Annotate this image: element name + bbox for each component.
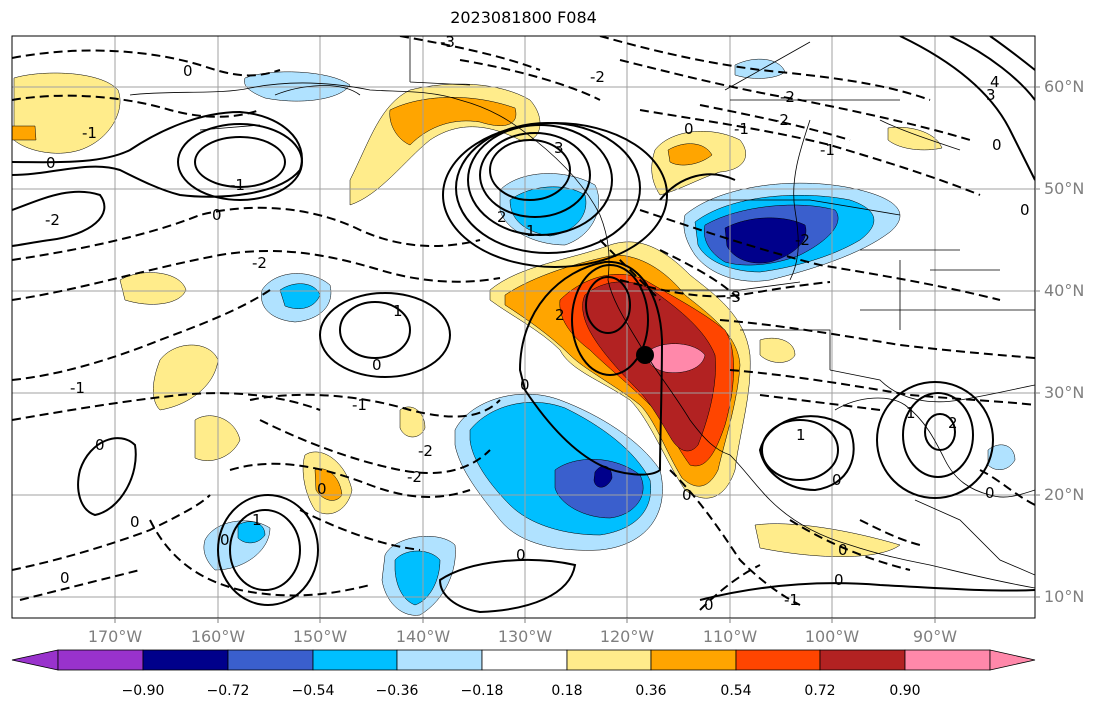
lon-label: 150°W xyxy=(292,627,348,646)
contour-label: 1 xyxy=(393,302,403,320)
contour-label: -2 xyxy=(590,68,605,86)
lat-label: 60°N xyxy=(1044,77,1085,96)
contour-label: 0 xyxy=(95,436,105,454)
contour-label: 1 xyxy=(526,222,536,240)
colorbar-swatch xyxy=(904,649,991,671)
contour-label: 0 xyxy=(992,136,1002,154)
contour-label: 2 xyxy=(555,306,565,324)
location-marker xyxy=(636,346,654,364)
map-frame xyxy=(11,35,1036,619)
colorbar-tick-label: 0.90 xyxy=(889,683,921,699)
contour-label: -2 xyxy=(780,88,795,106)
contour-label: 0 xyxy=(60,569,70,587)
contour-label: -2 xyxy=(795,231,810,249)
lat-label: 50°N xyxy=(1044,179,1085,198)
colorbar-swatch xyxy=(57,649,144,671)
contour-label: 0 xyxy=(682,486,692,504)
colorbar-swatch xyxy=(396,649,483,671)
lat-label: 10°N xyxy=(1044,587,1085,606)
lon-label: 170°W xyxy=(87,627,143,646)
colorbar-tick-label: 0.72 xyxy=(804,683,836,699)
contour-label: 0 xyxy=(838,541,848,559)
colorbar-swatch xyxy=(312,649,398,671)
contour-label: -2 xyxy=(407,468,422,486)
contour-label: -1 xyxy=(820,141,835,159)
lon-label: 160°W xyxy=(190,627,246,646)
contour-label: 0 xyxy=(684,120,694,138)
colorbar xyxy=(11,649,1036,671)
contour-label: 0 xyxy=(220,531,230,549)
contour-labels: 0 -1 0 -1 -2 0 -2 1 0 -1 -1 0 -2 -2 0 0 … xyxy=(45,33,1030,614)
colorbar-tick-label: 0.18 xyxy=(551,683,583,699)
contour-label: 4 xyxy=(990,73,1000,91)
contour-label: 1 xyxy=(796,426,806,444)
lon-label: 130°W xyxy=(497,627,553,646)
contour-label: 0 xyxy=(46,154,56,172)
colorbar-extend-high xyxy=(989,649,1036,671)
contour-label: -1 xyxy=(352,396,367,414)
colorbar-swatch xyxy=(227,649,314,671)
colorbar-tick-label: −0.18 xyxy=(460,683,504,699)
contour-label: 0 xyxy=(372,356,382,374)
colorbar-swatch xyxy=(735,649,821,671)
colorbar-tick-label: −0.36 xyxy=(375,683,419,699)
lat-label: 40°N xyxy=(1044,281,1085,300)
colorbar-tick-label: −0.54 xyxy=(291,683,335,699)
solid-contours xyxy=(12,36,1035,614)
graticule xyxy=(12,36,1035,618)
contour-label: -3 xyxy=(440,33,455,51)
map-title: 2023081800 F084 xyxy=(450,8,597,27)
colorbar-swatch xyxy=(481,649,568,671)
contour-label: 0 xyxy=(832,471,842,489)
colorbar-tick-label: 0.36 xyxy=(635,683,667,699)
colorbar-swatch xyxy=(142,649,229,671)
contour-label: -1 xyxy=(734,120,749,138)
lon-label: 120°W xyxy=(599,627,655,646)
contour-label: -1 xyxy=(784,591,799,609)
contour-label: 3 xyxy=(554,139,564,157)
lon-label: 110°W xyxy=(702,627,758,646)
lon-label: 100°W xyxy=(804,627,860,646)
contour-label: 0 xyxy=(317,480,327,498)
colorbar-tick-label: 0.54 xyxy=(720,683,752,699)
contour-label: 0 xyxy=(834,571,844,589)
contour-label: 0 xyxy=(183,62,193,80)
contour-label: -3 xyxy=(726,288,741,306)
lon-label: 90°W xyxy=(912,627,958,646)
colorbar-swatch xyxy=(819,649,906,671)
colorbar-swatch xyxy=(566,649,652,671)
contour-label: -1 xyxy=(82,124,97,142)
dashed-contours xyxy=(12,36,1035,611)
colorbar-tick-label: −0.90 xyxy=(121,683,165,699)
contour-label: 1 xyxy=(252,511,262,529)
lat-label: 30°N xyxy=(1044,383,1085,402)
contour-label: 0 xyxy=(130,513,140,531)
contour-label: -1 xyxy=(70,379,85,397)
contour-label: -2 xyxy=(252,254,267,272)
shaded-anomaly-fields xyxy=(12,58,1016,616)
contour-label: 2 xyxy=(497,208,507,226)
contour-label: 0 xyxy=(1020,201,1030,219)
contour-label: 2 xyxy=(948,414,958,432)
contour-label: 1 xyxy=(906,404,916,422)
coastlines xyxy=(129,36,1035,589)
axis-ticks xyxy=(114,86,1040,623)
colorbar-extend-low xyxy=(11,649,59,671)
contour-label: -2 xyxy=(45,211,60,229)
contour-label: -2 xyxy=(774,111,789,129)
contour-label: 0 xyxy=(516,546,526,564)
contour-label: 0 xyxy=(985,484,995,502)
lon-label: 140°W xyxy=(395,627,451,646)
lat-label: 20°N xyxy=(1044,485,1085,504)
contour-label: -1 xyxy=(230,176,245,194)
colorbar-swatch xyxy=(650,649,737,671)
contour-label: 3 xyxy=(986,86,996,104)
colorbar-tick-label: −0.72 xyxy=(206,683,250,699)
contour-label: -2 xyxy=(418,442,433,460)
contour-label: 0 xyxy=(212,206,222,224)
contour-label: 0 xyxy=(704,596,714,614)
contour-label: 0 xyxy=(520,376,530,394)
